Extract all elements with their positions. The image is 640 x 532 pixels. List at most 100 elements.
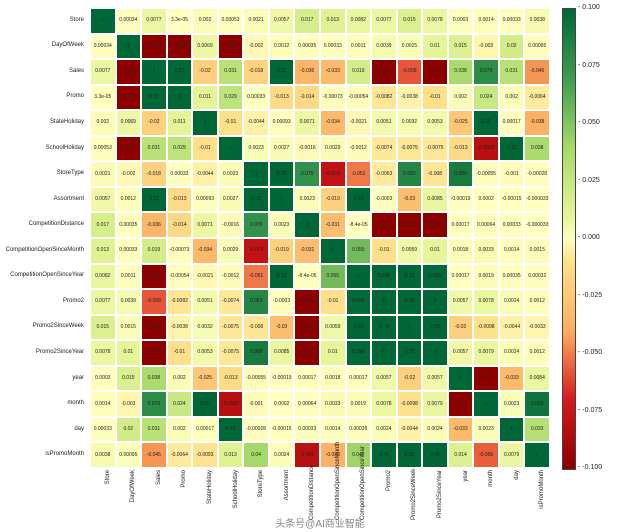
cell-value: 0.00033 bbox=[503, 223, 521, 228]
heatmap-cell: 0.11 bbox=[269, 59, 295, 85]
cell-value: 0.0079 bbox=[504, 453, 519, 458]
cell-value: 0.019 bbox=[148, 248, 161, 253]
cell-value: 0.0024 bbox=[504, 350, 519, 355]
heatmap-cell: -8.4e-05 bbox=[346, 212, 372, 238]
cell-value: 0.0057 bbox=[376, 376, 391, 381]
cell-value: 1 bbox=[204, 120, 207, 125]
heatmap-cell: 0.0024 bbox=[269, 442, 295, 468]
cell-value: -0.033 bbox=[505, 376, 519, 381]
cell-value: 0.0003 bbox=[453, 18, 468, 23]
cell-value: 1 bbox=[434, 350, 437, 355]
heatmap-cell: 0.0014 bbox=[320, 417, 346, 443]
cell-value: 0.0057 bbox=[95, 197, 110, 202]
heatmap-cell: 0.038 bbox=[524, 136, 550, 162]
cell-value: -0.014 bbox=[172, 223, 186, 228]
heatmap-cell: 0.093 bbox=[524, 391, 550, 417]
heatmap-cell: 0.0003 bbox=[448, 8, 474, 34]
col-label: SchoolHoliday bbox=[233, 470, 239, 520]
cell-value: 0.01 bbox=[430, 44, 440, 49]
heatmap-cell: 0.35 bbox=[397, 442, 423, 468]
heatmap-cell: 0.015 bbox=[116, 366, 142, 392]
heatmap-cell: 1 bbox=[294, 212, 320, 238]
cell-value: 0.78 bbox=[379, 325, 389, 330]
heatmap-cell: 0.0014 bbox=[90, 391, 116, 417]
cell-value: 0.0029 bbox=[325, 146, 340, 151]
heatmap-cell: -0.0075 bbox=[218, 315, 244, 341]
heatmap-cell: -0.0016 bbox=[294, 136, 320, 162]
cell-value: 0.0002 bbox=[274, 402, 289, 407]
row-label: CompetitionOpenSinceMonth bbox=[0, 247, 84, 253]
heatmap-cell: -0.0044 bbox=[192, 161, 218, 187]
heatmap-cell: 0.0084 bbox=[524, 366, 550, 392]
heatmap-cell: -0.045 bbox=[524, 59, 550, 85]
cell-value: -0.013 bbox=[223, 376, 237, 381]
cell-value: -0.27 bbox=[480, 376, 491, 381]
heatmap-cell: -0.078 bbox=[243, 238, 269, 264]
heatmap-cell: -0.018 bbox=[243, 59, 269, 85]
heatmap-cell: 0.0053 bbox=[422, 110, 448, 136]
cell-value: 0.0012 bbox=[274, 44, 289, 49]
heatmap-cell: 0.00033 bbox=[294, 417, 320, 443]
cell-value: -0.12 bbox=[404, 223, 415, 228]
cell-value: 0.079 bbox=[148, 402, 161, 407]
cell-value: 0.031 bbox=[148, 427, 161, 432]
cell-value: -0.0082 bbox=[171, 299, 188, 304]
heatmap-cell: 0.079 bbox=[473, 59, 499, 85]
heatmap-cell: 0.099 bbox=[422, 264, 448, 290]
heatmap-cell: 0.46 bbox=[422, 442, 448, 468]
heatmap-cell: 0.0002 bbox=[473, 187, 499, 213]
cell-value: -0.001 bbox=[505, 172, 519, 177]
cell-value: 0.12 bbox=[277, 274, 287, 279]
cell-value: -0.013 bbox=[275, 95, 289, 100]
heatmap-cell: 0.0077 bbox=[371, 8, 397, 34]
col-label: CompetitionOpenSinceMonth bbox=[335, 470, 341, 520]
heatmap-cell: -0.00015 bbox=[499, 187, 525, 213]
cell-value: 0.031 bbox=[505, 69, 518, 74]
heatmap-cell: 1 bbox=[422, 289, 448, 315]
cell-value: -0.0038 bbox=[401, 95, 418, 100]
heatmap-cell: -0.036 bbox=[141, 212, 167, 238]
heatmap-cell: -0.051 bbox=[346, 161, 372, 187]
cell-value: 0.015 bbox=[454, 44, 467, 49]
cell-value: 0.0014 bbox=[95, 402, 110, 407]
heatmap-cell: 0.031 bbox=[218, 59, 244, 85]
cell-value: -0.019 bbox=[326, 197, 340, 202]
heatmap-cell: -0.00028 bbox=[243, 417, 269, 443]
heatmap-cell: 0.029 bbox=[218, 85, 244, 111]
cell-value: -0.29 bbox=[123, 95, 134, 100]
cell-value: -0.051 bbox=[249, 274, 263, 279]
heatmap-cell: -0.031 bbox=[294, 238, 320, 264]
cell-value: 0.0015 bbox=[402, 44, 417, 49]
heatmap-cell: 0.015 bbox=[397, 8, 423, 34]
heatmap-cell: 0.00033 bbox=[90, 417, 116, 443]
heatmap-cell: 0.083 bbox=[243, 289, 269, 315]
col-label: StoreType bbox=[258, 470, 264, 520]
colorbar-tick: - 0.075 bbox=[578, 62, 600, 69]
row-label: SchoolHoliday bbox=[0, 145, 84, 151]
heatmap-cell: 0.099 bbox=[346, 340, 372, 366]
cell-value: -0.13 bbox=[148, 350, 159, 355]
cell-value: -0.0044 bbox=[197, 172, 214, 177]
cell-value: 0.0082 bbox=[351, 18, 366, 23]
cell-value: 0.0038 bbox=[95, 453, 110, 458]
heatmap-cell: -0.0033 bbox=[524, 315, 550, 341]
heatmap-cell: -0.13 bbox=[371, 59, 397, 85]
row-label: Promo bbox=[0, 93, 84, 99]
cell-value: 0.099 bbox=[429, 274, 442, 279]
cell-value: 0.00033 bbox=[503, 18, 521, 23]
cell-value: 0.002 bbox=[505, 95, 518, 100]
heatmap-cell: 0.0057 bbox=[448, 289, 474, 315]
heatmap-cell: 0.0078 bbox=[422, 8, 448, 34]
cell-value: 0.33 bbox=[277, 172, 287, 177]
cell-value: 0.0002 bbox=[478, 197, 493, 202]
cell-value: 0.0071 bbox=[197, 223, 212, 228]
heatmap-cell: -0.00054 bbox=[167, 264, 193, 290]
heatmap-cell: 0.0023 bbox=[269, 212, 295, 238]
heatmap-cell: 0.099 bbox=[371, 264, 397, 290]
col-label: Sales bbox=[156, 470, 162, 520]
cell-value: 0.024 bbox=[480, 95, 493, 100]
row-label: day bbox=[0, 426, 84, 432]
cell-value: 0.089 bbox=[454, 172, 467, 177]
heatmap-cell: -0.058 bbox=[397, 59, 423, 85]
colorbar-tick: - -0.075 bbox=[578, 407, 602, 414]
